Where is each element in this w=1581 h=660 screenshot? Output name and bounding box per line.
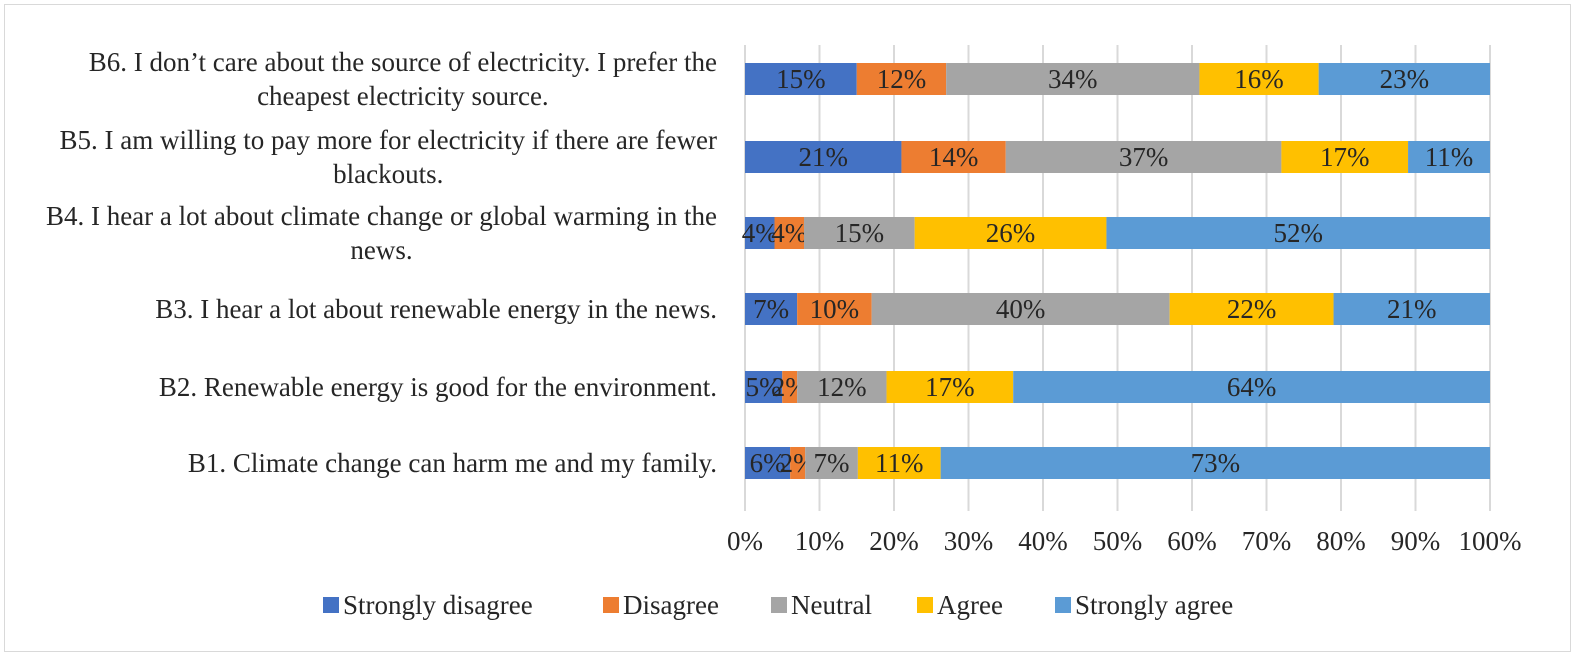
data-label: 37% [1119,142,1169,172]
bar-segment [774,217,805,249]
data-label: 17% [1320,142,1370,172]
legend-swatch [603,597,619,613]
bars: 6%2%7% 11% 73%5%2% 12% 17% 64%7% 10% 40% 22% 21%4… [742,63,1490,479]
data-label: 15% [776,64,826,94]
bar-segment [1281,141,1409,173]
bar-segment [782,371,798,403]
data-label: 64% [1227,372,1277,402]
bar-segment [797,293,872,325]
x-tick-label: 80% [1316,526,1366,556]
bar-segment [1169,293,1334,325]
data-label: 21% [798,142,848,172]
data-label: 34% [1048,64,1098,94]
data-label: 16% [1234,64,1284,94]
legend-label: Agree [937,590,1003,620]
data-label: 40% [996,294,1046,324]
legend-label: Disagree [623,590,719,620]
bar-segment [1408,141,1490,173]
bar-segment [940,447,1490,479]
bar-segment [745,371,783,403]
data-label: 5% [746,372,782,402]
bar-segment [745,217,775,249]
data-label: 11% [1425,142,1474,172]
x-tick-label: 90% [1391,526,1441,556]
bar-segment [745,293,798,325]
x-axis-ticks: 0% 10% 20% 30% 40% 50% 60% 70% 80% 90% 100% [727,526,1522,556]
bar-segment [1106,217,1490,249]
bar-segment [745,447,791,479]
x-tick-label: 40% [1018,526,1068,556]
category-label: B1. Climate change can harm me and my fa… [188,448,717,478]
data-label: 4% [742,218,778,248]
bar-segment [797,371,887,403]
bar-segment [1333,293,1490,325]
data-label: 12% [877,64,927,94]
bar-segment [856,63,947,95]
data-label: 15% [835,218,885,248]
legend-label: Strongly disagree [343,590,533,620]
category-label: B5. I am willing to pay more for electri… [60,125,717,189]
data-label: 22% [1227,294,1277,324]
x-tick-label: 70% [1242,526,1292,556]
data-label: 52% [1273,218,1323,248]
data-label: 73% [1191,448,1241,478]
x-tick-label: 50% [1093,526,1143,556]
category-label: B3. I hear a lot about renewable energy … [155,294,717,324]
gridlines [744,45,1491,511]
category-label: B4. I hear a lot about climate change or… [46,201,717,265]
bar-segment [745,63,857,95]
legend-swatch [771,597,787,613]
data-label: 12% [817,372,867,402]
bar-segment [805,447,858,479]
bar-segment [1005,141,1282,173]
data-label: 10% [810,294,860,324]
data-label: 4% [771,218,807,248]
legend-swatch [1055,597,1071,613]
bar-segment [857,447,941,479]
x-tick-label: 30% [944,526,994,556]
legend-label: Neutral [791,590,872,620]
data-label: 26% [986,218,1036,248]
x-tick-label: 60% [1167,526,1217,556]
data-label: 7% [814,448,850,478]
data-label: 11% [875,448,924,478]
data-label: 7% [753,294,789,324]
legend-label: Strongly agree [1075,590,1233,620]
bar-segment [946,63,1200,95]
category-labels: B1. Climate change can harm me and my fa… [46,47,717,478]
bar-segment [745,141,902,173]
x-tick-label: 20% [869,526,919,556]
category-label: B2. Renewable energy is good for the env… [159,372,717,402]
x-tick-label: 10% [795,526,845,556]
x-tick-label: 0% [727,526,763,556]
bar-segment [901,141,1006,173]
legend-swatch [917,597,933,613]
data-label: 17% [925,372,975,402]
bar-segment [871,293,1170,325]
x-tick-label: 100% [1459,526,1522,556]
chart-frame: 6% 2% 7% 11% 73% 5% 2% 12% 17% 64% 7% 10% 40% 22% 21% 4… [4,4,1571,652]
stacked-bar-chart: 6%2%7% 11% 73%5%2% 12% 17% 64%7% 10% 40% 22% 21%4… [46,45,1522,620]
data-label: 23% [1380,64,1430,94]
legend-swatch [323,597,339,613]
bar-segment [914,217,1107,249]
bar-segment [886,371,1014,403]
data-label: 14% [929,142,979,172]
bar-segment [804,217,915,249]
data-label: 21% [1387,294,1437,324]
bar-segment [1199,63,1319,95]
data-label: 6% [750,448,786,478]
bar-segment [790,447,806,479]
bar-segment [1318,63,1490,95]
bar-segment [1013,371,1490,403]
category-label: B6. I don’t care about the source of ele… [89,47,717,111]
legend: Strongly disagree Disagree Neutral Agree Str… [323,590,1233,620]
